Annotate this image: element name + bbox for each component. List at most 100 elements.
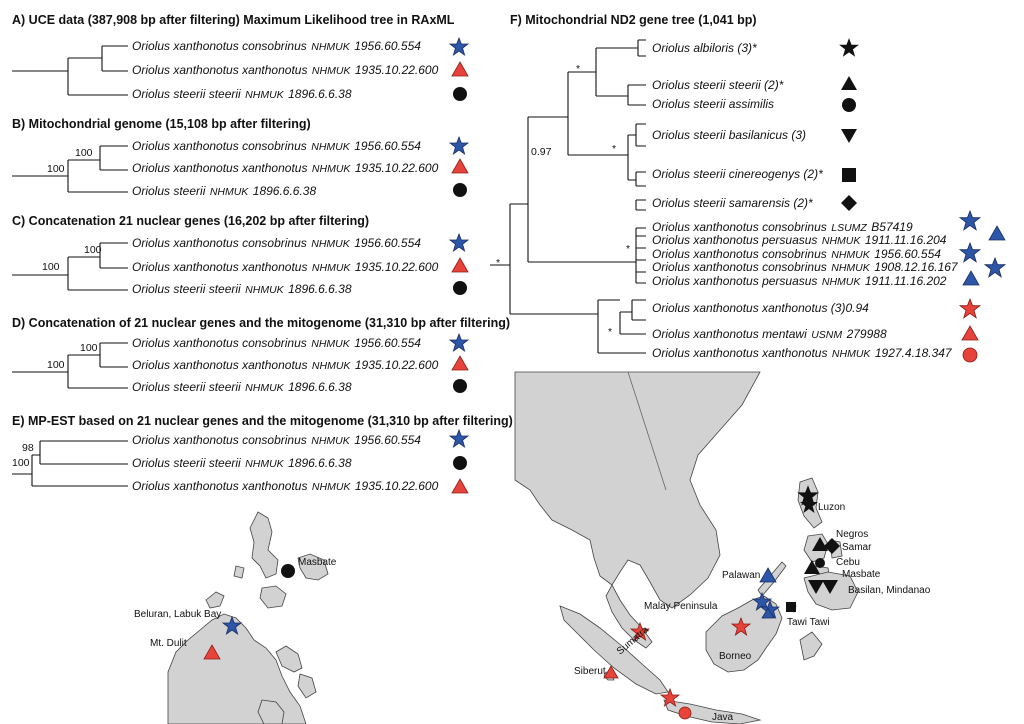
map-label: Mt. Dulit xyxy=(150,638,187,649)
panel-f-tree xyxy=(490,39,646,354)
map-label: Palawan xyxy=(722,570,760,581)
map-land xyxy=(663,699,762,724)
taxon-label: Oriolus steerii steerii NHMUK 1896.6.6.3… xyxy=(132,85,352,102)
map-land xyxy=(559,605,669,695)
panel-a: A) UCE data (387,908 bp after filtering)… xyxy=(12,13,469,102)
taxon-label: Oriolus steerii basilanicus (3) xyxy=(652,128,806,142)
taxon-label: Oriolus steerii samarensis (2)* xyxy=(652,196,813,210)
taxon-label: Oriolus xanthonotus consobrinus LSUMZ B5… xyxy=(652,218,913,235)
taxon-label: Oriolus xanthonotus persuasus NHMUK 1911… xyxy=(652,231,947,248)
map-label: Basilan, Mindanao xyxy=(848,585,931,596)
triangle-black-icon xyxy=(812,537,828,551)
panel-f: F) Mitochondrial ND2 gene tree (1,041 bp… xyxy=(490,13,1006,363)
panel-e: E) MP-EST based on 21 nuclear genes and … xyxy=(12,414,513,494)
map-label: Borneo xyxy=(719,651,752,662)
triangle-red-icon xyxy=(451,478,469,494)
circle-black-icon xyxy=(453,281,467,295)
star-blue-icon xyxy=(984,257,1006,278)
map-land xyxy=(167,613,307,724)
map-land xyxy=(297,553,329,581)
map-label: Negros xyxy=(836,529,868,540)
circle-red-icon xyxy=(678,706,692,720)
map-land xyxy=(259,585,287,609)
inverted-triangle-black-icon xyxy=(841,129,857,143)
support-star: * xyxy=(496,257,500,269)
taxon-label: Oriolus xanthonotus xanthonotus NHMUK 19… xyxy=(132,258,439,275)
map-label: Cebu xyxy=(836,557,860,568)
taxon-label: Oriolus xanthonotus xanthonotus NHMUK 19… xyxy=(132,159,439,176)
taxon-label: Oriolus steerii assimilis xyxy=(652,97,774,111)
triangle-red-icon xyxy=(961,325,979,341)
taxon-label: Oriolus xanthonotus consobrinus NHMUK 19… xyxy=(132,37,421,54)
support-star: * xyxy=(626,243,630,255)
triangle-blue-icon xyxy=(761,607,775,619)
star-blue-icon xyxy=(449,333,469,352)
map-label: Masbate xyxy=(298,557,337,568)
support-value: 100 xyxy=(47,359,65,371)
support-value: 0.97 xyxy=(531,146,552,158)
map-label: Masbate xyxy=(842,569,881,580)
panel-f-title: F) Mitochondrial ND2 gene tree (1,041 bp… xyxy=(510,13,757,27)
diamond-black-icon xyxy=(824,538,840,554)
support-value: 100 xyxy=(84,244,102,256)
triangle-red-icon xyxy=(451,61,469,77)
triangle-red-icon xyxy=(451,355,469,371)
taxon-label: Oriolus steerii steerii NHMUK 1896.6.6.3… xyxy=(132,378,352,395)
triangle-red-icon xyxy=(451,158,469,174)
taxon-label: Oriolus xanthonotus xanthonotus NHMUK 19… xyxy=(132,61,439,78)
support-value: 100 xyxy=(12,457,30,469)
panel-a-title: A) UCE data (387,908 bp after filtering)… xyxy=(12,13,455,27)
panel-c-title: C) Concatenation 21 nuclear genes (16,20… xyxy=(12,214,369,228)
circle-black-icon xyxy=(453,379,467,393)
star-blue-icon xyxy=(959,242,981,263)
support-star: * xyxy=(576,63,580,75)
circle-black-icon xyxy=(842,98,856,112)
panel-d-tree xyxy=(12,342,128,389)
triangle-red-icon xyxy=(603,665,619,679)
map-label: Luzon xyxy=(818,502,845,513)
taxon-label: Oriolus steerii steerii (2)* xyxy=(652,78,784,92)
square-black-icon xyxy=(842,168,856,182)
circle-black-icon xyxy=(453,456,467,470)
taxon-label: Oriolus xanthonotus xanthonotus (3)0.94 xyxy=(652,301,869,315)
support-value: 98 xyxy=(22,442,34,454)
map-label: Malay Peninsula xyxy=(644,601,718,612)
taxon-label: Oriolus steerii NHMUK 1896.6.6.38 xyxy=(132,182,316,199)
panel-d-title: D) Concatenation of 21 nuclear genes and… xyxy=(12,316,510,330)
square-black-icon xyxy=(786,602,796,612)
taxon-label: Oriolus steerii cinereogenys (2)* xyxy=(652,167,823,181)
map-small: Masbate Beluran, Labuk Bay Mt. Dulit xyxy=(134,511,337,724)
triangle-blue-icon xyxy=(988,225,1006,241)
triangle-blue-icon xyxy=(962,270,980,286)
triangle-blue-icon xyxy=(759,567,777,583)
star-black-icon xyxy=(839,38,859,57)
map-label: Siberut xyxy=(574,666,606,677)
panel-b-title: B) Mitochondrial genome (15,108 bp after… xyxy=(12,117,311,131)
taxon-label: Oriolus xanthonotus consobrinus NHMUK 19… xyxy=(132,431,421,448)
triangle-red-icon xyxy=(203,644,221,660)
taxon-label: Oriolus steerii steerii NHMUK 1896.6.6.3… xyxy=(132,454,352,471)
star-blue-icon xyxy=(449,136,469,155)
taxon-label: Oriolus xanthonotus consobrinus NHMUK 19… xyxy=(132,334,421,351)
map-large: Luzon Negros Samar Cebu Masbate Palawan … xyxy=(514,370,1024,724)
taxon-label: Oriolus albiloris (3)* xyxy=(652,41,757,55)
circle-black-icon xyxy=(815,558,825,568)
taxon-label: Oriolus steerii steerii NHMUK 1896.6.6.3… xyxy=(132,280,352,297)
panel-d: D) Concatenation of 21 nuclear genes and… xyxy=(12,316,510,395)
taxon-label: Oriolus xanthonotus consobrinus NHMUK 19… xyxy=(652,245,941,262)
triangle-black-icon xyxy=(804,560,820,574)
circle-black-icon xyxy=(453,183,467,197)
map-border xyxy=(627,371,667,491)
circle-red-icon xyxy=(962,347,978,363)
taxon-label: Oriolus xanthonotus consobrinus NHMUK 19… xyxy=(652,258,959,275)
map-label: Java xyxy=(712,712,734,723)
star-blue-icon xyxy=(449,429,469,448)
map-label: Beluran, Labuk Bay xyxy=(134,609,221,620)
taxon-label: Oriolus xanthonotus mentawi USNM 279988 xyxy=(652,325,887,342)
panel-a-rows: Oriolus xanthonotus consobrinus NHMUK 19… xyxy=(132,37,469,102)
map-land xyxy=(249,511,279,579)
star-blue-icon xyxy=(449,37,469,56)
star-blue-icon xyxy=(959,210,981,231)
map-land xyxy=(799,631,823,661)
